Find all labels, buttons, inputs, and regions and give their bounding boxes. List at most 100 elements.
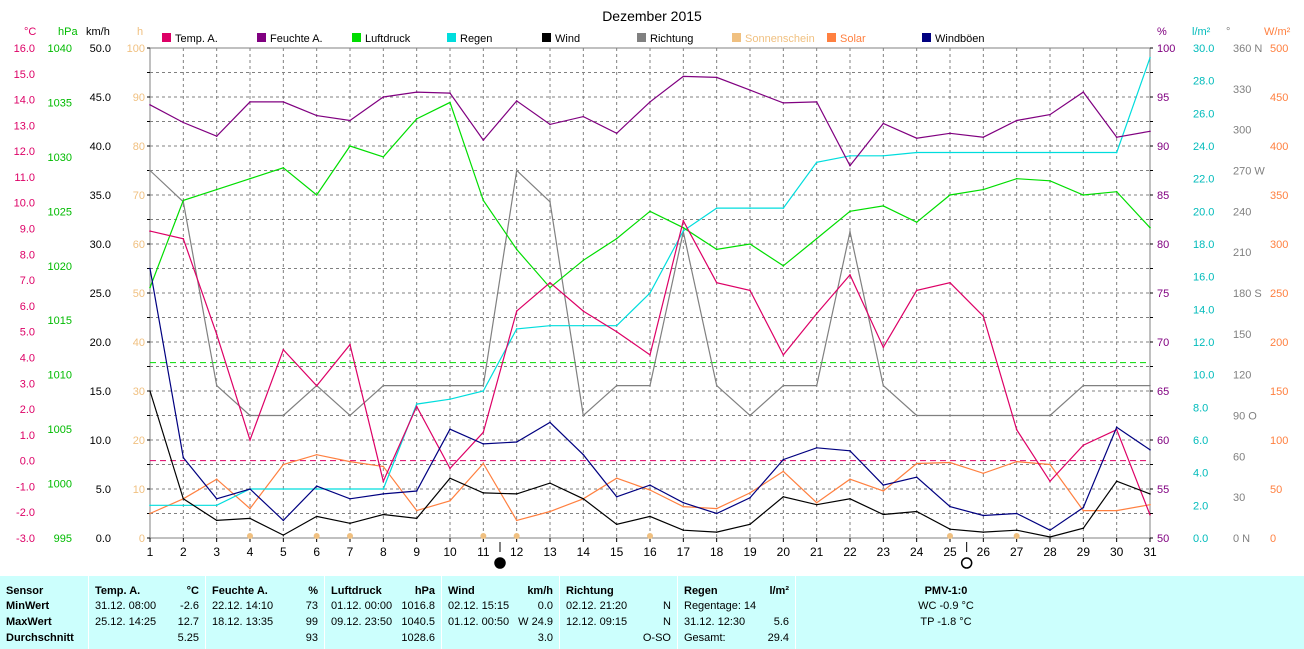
tick-label: 100 <box>1270 435 1288 447</box>
data-point <box>349 522 351 525</box>
data-point <box>1015 512 1018 515</box>
data-point <box>515 248 518 251</box>
data-point <box>715 531 718 533</box>
tick-label: 15.0 <box>90 386 111 398</box>
data-point <box>715 384 718 387</box>
data-point <box>215 504 218 507</box>
data-point <box>349 343 351 346</box>
data-point <box>282 348 285 351</box>
data-point <box>382 384 385 387</box>
data-point <box>982 531 985 533</box>
tick-label: 25.0 <box>90 288 111 300</box>
data-point <box>549 286 551 289</box>
data-point <box>182 199 185 202</box>
tick-label: 45.0 <box>90 92 111 104</box>
legend-swatch <box>827 33 836 42</box>
data-point <box>882 205 885 207</box>
tick-label: 180 S <box>1233 288 1262 300</box>
tick-label: 35.0 <box>90 190 111 202</box>
tick-label: 4.0 <box>1193 468 1208 480</box>
data-point <box>782 264 785 267</box>
x-tick-label: 31 <box>1143 545 1157 559</box>
data-point <box>282 534 285 536</box>
stats-richtung-min-value: N <box>663 600 671 612</box>
tick-label: 40 <box>133 337 145 349</box>
data-point <box>882 346 885 348</box>
data-point <box>882 513 885 516</box>
stats-wind-header: Wind <box>448 585 475 597</box>
data-point <box>215 135 218 137</box>
tick-label: 120 <box>1233 370 1251 382</box>
day-markers <box>247 533 1020 569</box>
data-point <box>815 237 818 240</box>
data-point <box>982 414 985 417</box>
tick-label: 240 <box>1233 206 1251 218</box>
tick-label: 360 N <box>1233 43 1262 55</box>
data-point <box>882 490 885 492</box>
tick-label: -1.0 <box>16 481 35 493</box>
data-point <box>949 281 951 284</box>
tick-label: 28.0 <box>1193 76 1214 88</box>
tick-label: 1025 <box>48 206 72 218</box>
tick-label: 1040 <box>48 43 72 55</box>
data-point <box>582 453 585 456</box>
data-point <box>982 136 985 138</box>
x-tick-label: 29 <box>1077 545 1091 559</box>
data-point <box>349 145 351 147</box>
tick-label: 80 <box>1157 239 1169 251</box>
data-point <box>782 458 785 461</box>
data-point <box>349 414 351 417</box>
data-point <box>615 384 618 387</box>
data-point <box>782 384 785 387</box>
stats-feuchte-min-time: 22.12. 14:10 <box>212 600 274 612</box>
data-point <box>849 449 851 452</box>
data-point <box>349 488 351 490</box>
data-point <box>1149 130 1151 133</box>
stats-richtung-max-value: N <box>663 616 671 628</box>
tick-label: 330 <box>1233 84 1251 96</box>
data-point <box>915 221 918 224</box>
chart-title: Dezember 2015 <box>602 8 702 24</box>
x-tick-label: 26 <box>977 545 991 559</box>
data-point <box>315 453 318 456</box>
x-tick-label: 8 <box>380 545 387 559</box>
data-point <box>849 498 851 500</box>
data-point <box>749 414 751 417</box>
data-point <box>149 286 151 289</box>
data-point <box>449 101 451 104</box>
legend-swatch <box>162 33 171 42</box>
x-axis: 1 2 3 4 5 6 7 8 9 10 11 12 13 14 15 16 17 18 19 20 21 22 23 24 2… <box>147 538 1157 559</box>
tick-label: 1015 <box>48 315 72 327</box>
axis-unit-label: km/h <box>86 26 110 38</box>
stats-row-max: MaxWert <box>6 616 52 628</box>
x-tick-label: 24 <box>910 545 924 559</box>
tick-label: 10.0 <box>14 198 35 210</box>
data-point <box>615 237 618 240</box>
tick-label: 13.0 <box>14 120 35 132</box>
x-tick-label: 28 <box>1043 545 1057 559</box>
legend-swatch <box>542 33 551 42</box>
tick-label: 24.0 <box>1193 141 1214 153</box>
data-point <box>549 201 551 203</box>
data-point <box>782 496 785 498</box>
legend-swatch <box>447 33 456 42</box>
data-point <box>382 493 385 495</box>
tick-label: 5.0 <box>96 484 111 496</box>
data-point <box>582 310 585 312</box>
data-point <box>849 155 851 157</box>
data-point <box>449 477 451 480</box>
tick-label: 0.0 <box>20 456 35 468</box>
tick-label: 1010 <box>48 370 72 382</box>
data-point <box>1082 509 1085 512</box>
data-point <box>449 499 451 502</box>
data-point <box>982 151 985 154</box>
stats-row-min: MinWert <box>6 600 50 612</box>
data-point <box>1149 57 1151 59</box>
tick-label: 16.0 <box>14 43 35 55</box>
data-point <box>949 194 951 196</box>
data-point <box>282 463 285 466</box>
data-point <box>382 488 385 490</box>
data-point <box>1049 536 1051 538</box>
tick-label: 60 <box>1157 435 1169 447</box>
axis-unit-label: hPa <box>58 26 78 38</box>
